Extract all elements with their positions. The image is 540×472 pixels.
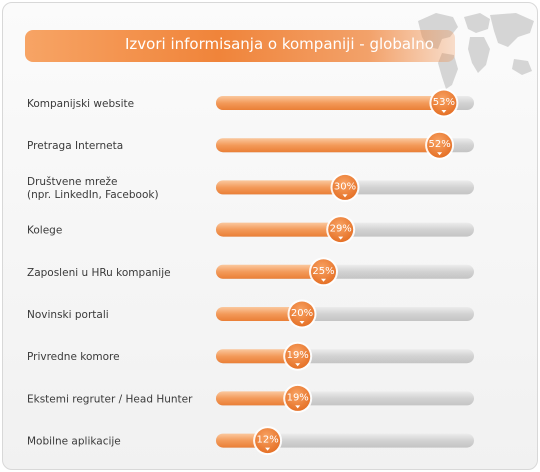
pointer-icon xyxy=(295,363,301,367)
pointer-icon xyxy=(265,447,271,451)
bar-row: Kompanijski website 53% xyxy=(27,88,474,118)
category-label: Kolege xyxy=(27,225,62,237)
category-label: (npr. LinkedIn, Facebook) xyxy=(27,189,159,201)
bar xyxy=(216,307,302,321)
bar xyxy=(216,138,440,153)
category-label: Privredne komore xyxy=(27,351,120,363)
bar xyxy=(216,180,345,195)
category-label: Društvene mreže xyxy=(27,176,118,188)
pointer-icon xyxy=(342,194,348,198)
pointer-icon xyxy=(441,110,447,113)
data-label: 53% xyxy=(433,97,455,108)
bar-row: Kolege 29% xyxy=(27,215,474,245)
bar-row: Ekstemi regruter / Head Hunter 19% xyxy=(27,383,474,413)
bar-row: Privredne komore 19% xyxy=(27,341,474,371)
data-label: 19% xyxy=(287,392,309,403)
bar-chart: Kompanijski website 53% Pretraga Interneta… xyxy=(27,88,474,456)
bar-row: Društvene mreže(npr. LinkedIn, Facebook)… xyxy=(27,172,474,202)
value-badge xyxy=(285,385,311,411)
category-label: Zaposleni u HRu kompanije xyxy=(27,267,171,279)
pointer-icon xyxy=(338,236,344,240)
value-badge xyxy=(311,259,336,285)
data-label: 30% xyxy=(334,181,356,192)
category-label: Novinski portali xyxy=(27,309,109,321)
value-badge xyxy=(332,174,358,200)
bar-row: Zaposleni u HRu kompanije 25% xyxy=(27,257,474,287)
value-badge xyxy=(289,301,315,327)
chart-title: Izvori informisanja o kompaniji - global… xyxy=(125,35,434,53)
pointer-icon xyxy=(299,321,305,324)
bar xyxy=(216,222,341,237)
pointer-icon xyxy=(321,278,326,282)
data-label: 52% xyxy=(428,139,450,150)
category-label: Ekstemi regruter / Head Hunter xyxy=(27,393,193,405)
bar-row: Novinski portali 20% xyxy=(27,299,474,329)
value-badge xyxy=(328,217,354,243)
data-label: 19% xyxy=(287,350,309,361)
pointer-icon xyxy=(295,405,301,409)
category-label: Mobilne aplikacije xyxy=(27,436,121,448)
value-badge xyxy=(285,343,311,369)
data-label: 29% xyxy=(330,224,352,235)
data-label: 25% xyxy=(312,266,334,277)
pointer-icon xyxy=(437,152,443,156)
data-label: 12% xyxy=(256,435,278,446)
value-badge xyxy=(427,132,453,158)
bar xyxy=(216,264,324,279)
category-label: Kompanijski website xyxy=(27,98,134,110)
bar xyxy=(216,349,298,364)
category-label: Pretraga Interneta xyxy=(27,140,123,152)
bar-row: Mobilne aplikacije 12% xyxy=(27,426,474,456)
title-banner: Izvori informisanja o kompaniji - global… xyxy=(25,30,455,62)
value-badge xyxy=(255,428,281,454)
data-label: 20% xyxy=(291,308,313,319)
bar xyxy=(216,391,298,406)
bar xyxy=(216,96,444,110)
bar-row: Pretraga Interneta 52% xyxy=(27,130,474,160)
value-badge xyxy=(431,90,457,116)
